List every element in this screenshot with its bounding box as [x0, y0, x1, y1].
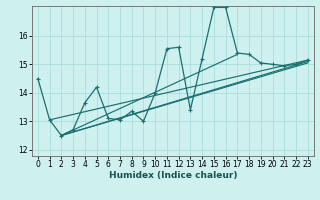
X-axis label: Humidex (Indice chaleur): Humidex (Indice chaleur) — [108, 171, 237, 180]
